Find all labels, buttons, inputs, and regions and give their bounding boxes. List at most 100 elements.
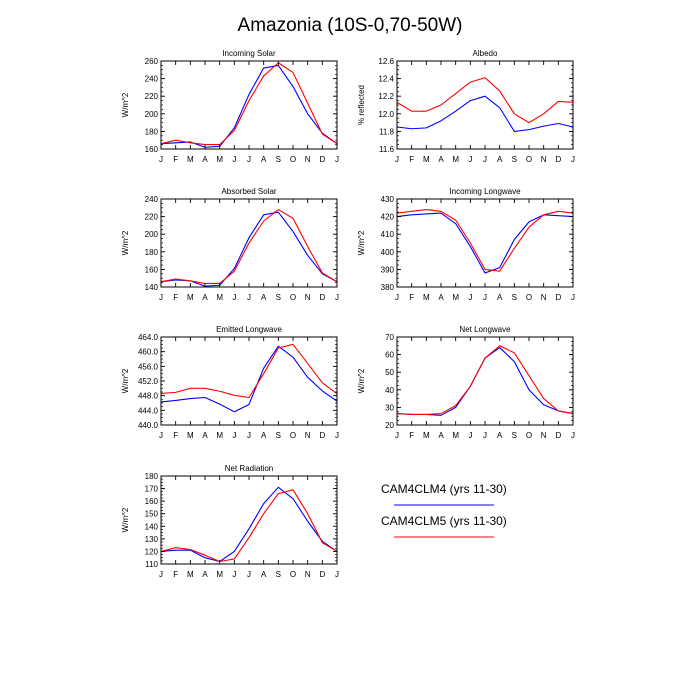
y-tick-label: 12.0 — [378, 110, 394, 119]
x-tick-label: J — [232, 431, 236, 440]
panel-emitted-longwave: Emitted Longwave W/m^2 440.0 444.0 448.0 452.… — [121, 325, 339, 440]
x-tick-label: M — [187, 431, 194, 440]
series-line-cam4clm5 — [396, 345, 574, 415]
y-axis-label: W/m^2 — [121, 92, 130, 117]
x-tick-label: A — [497, 293, 503, 302]
y-tick-label: 460.0 — [138, 348, 159, 357]
y-tick-label: 160 — [145, 497, 159, 506]
x-tick-label: A — [202, 431, 208, 440]
series-line-cam4clm5 — [160, 343, 338, 399]
x-tick-label: J — [468, 431, 472, 440]
y-tick-label: 40 — [385, 386, 394, 395]
x-tick-label: J — [335, 431, 339, 440]
panel-net-radiation: Net Radiation W/m^2 110 120 130 140 150 160 170 1… — [121, 464, 339, 579]
x-tick-label: J — [468, 155, 472, 164]
x-tick-label: O — [526, 431, 532, 440]
y-tick-label: 464.0 — [138, 333, 159, 342]
x-tick-label: F — [409, 155, 414, 164]
x-tick-label: S — [512, 293, 517, 302]
y-axis-label: W/m^2 — [121, 368, 130, 393]
y-tick-label: 160 — [145, 145, 159, 154]
y-tick-label: 240 — [145, 195, 159, 204]
y-tick-label: 180 — [145, 127, 159, 136]
y-tick-label: 150 — [145, 510, 159, 519]
y-tick-label: 240 — [145, 75, 159, 84]
x-tick-label: O — [290, 431, 296, 440]
y-tick-label: 11.8 — [379, 127, 395, 136]
panel-incoming-longwave: Incoming Longwave W/m^2 380 390 400 410 420 430… — [357, 187, 575, 302]
x-tick-label: M — [452, 155, 459, 164]
x-tick-label: A — [202, 155, 208, 164]
y-tick-label: 448.0 — [138, 392, 159, 401]
x-tick-label: J — [159, 293, 163, 302]
y-tick-label: 440.0 — [138, 421, 159, 430]
x-tick-label: J — [159, 155, 163, 164]
y-tick-label: 220 — [145, 92, 159, 101]
x-tick-label: J — [335, 155, 339, 164]
x-tick-label: S — [276, 570, 281, 579]
y-axis-label: W/m^2 — [357, 230, 366, 255]
y-tick-label: 380 — [381, 283, 395, 292]
y-tick-label: 444.0 — [138, 406, 159, 415]
x-tick-label: J — [159, 570, 163, 579]
x-tick-label: M — [452, 293, 459, 302]
y-axis-label: % reflected — [357, 85, 366, 125]
x-tick-label: J — [571, 155, 575, 164]
x-tick-label: J — [395, 293, 399, 302]
y-tick-label: 110 — [145, 560, 158, 569]
y-tick-label: 430 — [381, 195, 395, 204]
panel-albedo: Albedo % reflected 11.6 11.8 12.0 12.2 12.4 12.… — [357, 49, 575, 164]
x-tick-label: O — [290, 155, 296, 164]
x-tick-label: N — [305, 155, 311, 164]
y-tick-label: 12.6 — [378, 57, 394, 66]
x-tick-label: J — [395, 155, 399, 164]
x-tick-label: J — [232, 155, 236, 164]
x-tick-label: J — [483, 293, 487, 302]
x-tick-label: J — [468, 293, 472, 302]
x-tick-label: J — [247, 570, 251, 579]
x-tick-label: N — [541, 155, 547, 164]
x-tick-label: A — [497, 431, 503, 440]
x-tick-label: D — [319, 293, 325, 302]
x-tick-label: N — [305, 293, 311, 302]
x-tick-label: A — [438, 431, 444, 440]
y-tick-label: 180 — [145, 248, 159, 257]
x-tick-label: O — [526, 293, 532, 302]
x-tick-label: A — [202, 570, 208, 579]
series-line-cam4clm5 — [396, 209, 574, 272]
y-tick-label: 200 — [145, 110, 159, 119]
series-line-cam4clm4 — [396, 95, 574, 132]
y-axis-label: W/m^2 — [357, 368, 366, 393]
y-tick-label: 120 — [145, 547, 159, 556]
y-tick-label: 390 — [381, 265, 395, 274]
x-tick-label: M — [423, 155, 430, 164]
y-tick-label: 420 — [381, 213, 395, 222]
x-tick-label: M — [216, 155, 223, 164]
x-tick-label: F — [409, 293, 414, 302]
y-tick-label: 140 — [145, 522, 159, 531]
y-tick-label: 410 — [381, 230, 395, 239]
x-tick-label: A — [438, 293, 444, 302]
x-tick-label: J — [159, 431, 163, 440]
panel-title: Incoming Solar — [222, 49, 276, 58]
x-tick-label: S — [276, 155, 281, 164]
y-tick-label: 160 — [145, 265, 159, 274]
x-tick-label: M — [452, 431, 459, 440]
x-tick-label: S — [512, 431, 517, 440]
panel-title: Net Longwave — [459, 325, 511, 334]
y-tick-label: 456.0 — [138, 362, 159, 371]
x-tick-label: D — [555, 431, 561, 440]
x-tick-label: M — [216, 431, 223, 440]
series-line-cam4clm5 — [396, 77, 574, 124]
x-tick-label: N — [541, 431, 547, 440]
x-tick-label: A — [497, 155, 503, 164]
x-tick-label: A — [261, 293, 267, 302]
y-tick-label: 12.4 — [378, 75, 394, 84]
x-tick-label: O — [290, 293, 296, 302]
y-tick-label: 180 — [145, 472, 159, 481]
x-tick-label: M — [423, 293, 430, 302]
x-tick-label: J — [335, 570, 339, 579]
